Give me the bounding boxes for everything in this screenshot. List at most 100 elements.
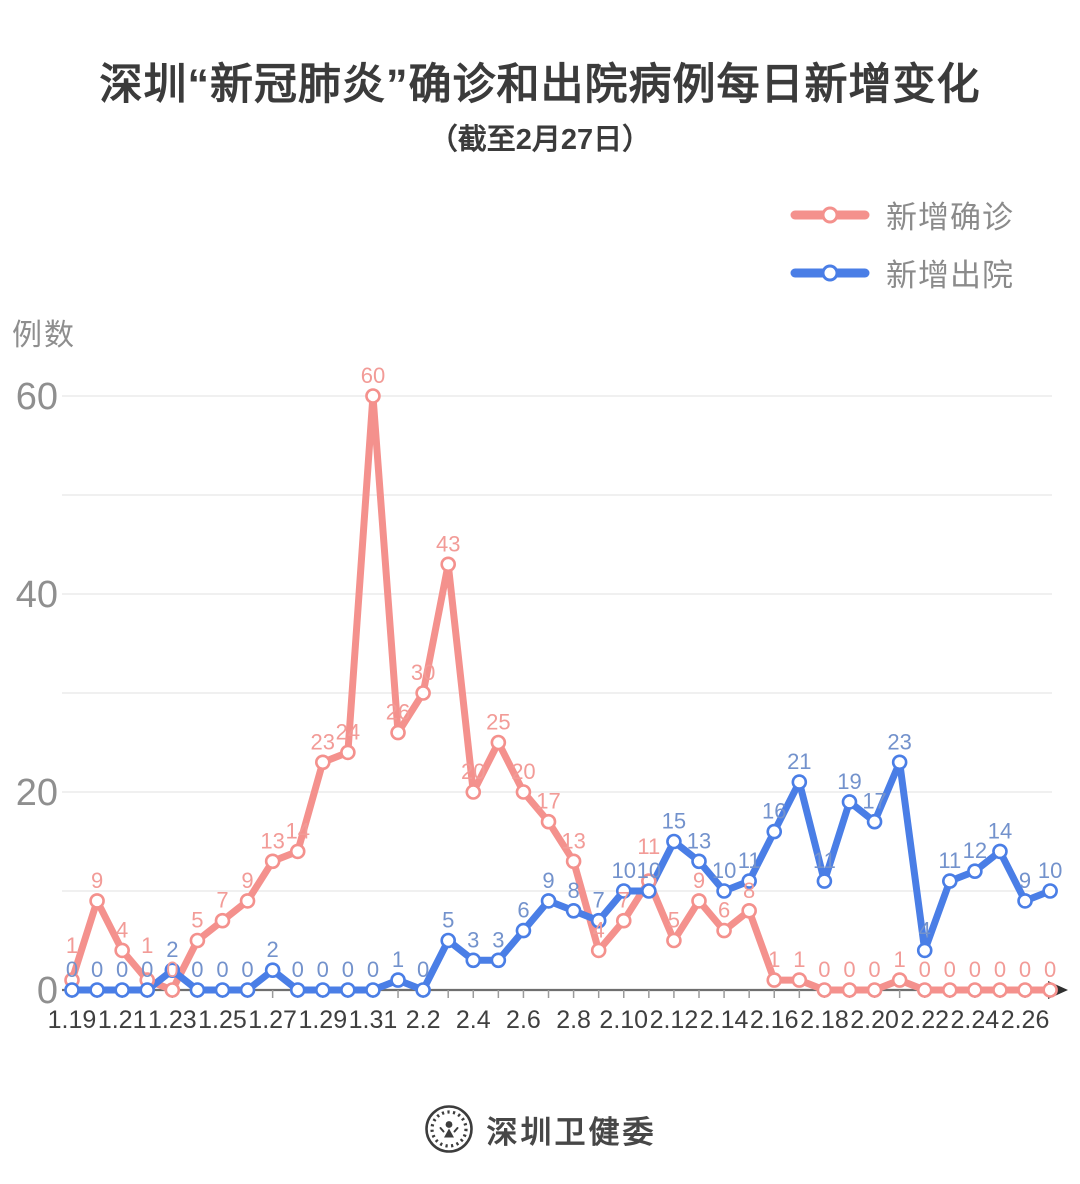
svg-text:1.21: 1.21 bbox=[98, 1006, 147, 1034]
svg-text:0: 0 bbox=[342, 957, 354, 982]
svg-text:0: 0 bbox=[1044, 957, 1056, 982]
svg-text:6: 6 bbox=[718, 898, 730, 923]
svg-text:4: 4 bbox=[116, 917, 128, 942]
svg-text:25: 25 bbox=[486, 710, 510, 735]
svg-text:2.2: 2.2 bbox=[406, 1006, 441, 1034]
svg-text:23: 23 bbox=[311, 729, 335, 754]
svg-text:16: 16 bbox=[762, 799, 786, 824]
svg-text:1: 1 bbox=[768, 947, 780, 972]
svg-text:26: 26 bbox=[386, 700, 410, 725]
svg-text:20: 20 bbox=[511, 759, 535, 784]
svg-text:20: 20 bbox=[461, 759, 485, 784]
svg-text:14: 14 bbox=[285, 818, 309, 843]
svg-text:23: 23 bbox=[887, 729, 911, 754]
svg-text:9: 9 bbox=[91, 868, 103, 893]
svg-text:11: 11 bbox=[938, 848, 961, 873]
svg-text:1.25: 1.25 bbox=[198, 1006, 247, 1034]
svg-text:10: 10 bbox=[1038, 858, 1062, 883]
svg-text:1: 1 bbox=[894, 947, 906, 972]
svg-text:13: 13 bbox=[687, 828, 711, 853]
confirmed-line-swatch-icon bbox=[790, 206, 870, 223]
svg-text:2.16: 2.16 bbox=[750, 1006, 799, 1034]
svg-text:17: 17 bbox=[536, 789, 560, 814]
svg-text:0: 0 bbox=[141, 957, 153, 982]
svg-text:0: 0 bbox=[843, 957, 855, 982]
legend-label-discharged: 新增出院 bbox=[886, 258, 1014, 293]
svg-text:19: 19 bbox=[837, 769, 861, 794]
svg-text:0: 0 bbox=[37, 970, 58, 1012]
svg-text:0: 0 bbox=[944, 957, 956, 982]
discharged-line-swatch-icon bbox=[790, 264, 870, 281]
legend-label-confirmed: 新增确诊 bbox=[886, 200, 1014, 235]
svg-text:13: 13 bbox=[561, 828, 585, 853]
svg-text:8: 8 bbox=[743, 878, 755, 903]
svg-text:24: 24 bbox=[336, 719, 360, 744]
svg-text:0: 0 bbox=[191, 957, 203, 982]
svg-text:9: 9 bbox=[241, 868, 253, 893]
svg-text:3: 3 bbox=[492, 927, 504, 952]
svg-text:8: 8 bbox=[567, 878, 579, 903]
svg-text:0: 0 bbox=[91, 957, 103, 982]
svg-text:11: 11 bbox=[738, 848, 761, 873]
svg-text:9: 9 bbox=[693, 868, 705, 893]
page-subtitle: （截至2月27日） bbox=[428, 124, 652, 156]
svg-text:7: 7 bbox=[593, 888, 605, 913]
svg-text:2.22: 2.22 bbox=[900, 1006, 949, 1034]
svg-text:2.12: 2.12 bbox=[650, 1006, 699, 1034]
svg-text:2.18: 2.18 bbox=[800, 1006, 849, 1034]
series-markers-1 bbox=[64, 754, 1058, 998]
svg-text:1: 1 bbox=[141, 933, 153, 958]
svg-text:0: 0 bbox=[1019, 957, 1031, 982]
svg-text:10: 10 bbox=[637, 858, 661, 883]
svg-text:2.6: 2.6 bbox=[506, 1006, 541, 1034]
svg-text:4: 4 bbox=[593, 917, 605, 942]
svg-text:2.4: 2.4 bbox=[456, 1006, 491, 1034]
svg-text:11: 11 bbox=[637, 834, 660, 859]
brand-name: 深圳卫健委 bbox=[486, 1114, 657, 1150]
svg-text:2.10: 2.10 bbox=[599, 1006, 648, 1034]
svg-text:0: 0 bbox=[868, 957, 880, 982]
svg-text:0: 0 bbox=[994, 957, 1006, 982]
legend-item-confirmed: 新增确诊 bbox=[790, 192, 1014, 237]
svg-text:0: 0 bbox=[292, 957, 304, 982]
svg-text:0: 0 bbox=[116, 957, 128, 982]
svg-text:7: 7 bbox=[216, 888, 228, 913]
svg-text:2: 2 bbox=[267, 937, 279, 962]
svg-text:2.24: 2.24 bbox=[951, 1006, 1000, 1034]
svg-text:0: 0 bbox=[241, 957, 253, 982]
svg-text:17: 17 bbox=[862, 789, 886, 814]
page-title: 深圳“新冠肺炎”确诊和出院病例每日新增变化 bbox=[99, 61, 981, 109]
svg-text:0: 0 bbox=[367, 957, 379, 982]
svg-text:9: 9 bbox=[542, 868, 554, 893]
series-line-1 bbox=[68, 758, 1054, 994]
health-commission-logo-icon bbox=[424, 1105, 473, 1153]
gridlines bbox=[62, 395, 1052, 892]
svg-text:1: 1 bbox=[793, 947, 805, 972]
y-axis-tick-labels: 0 20 40 60 bbox=[16, 376, 58, 1012]
svg-text:11: 11 bbox=[813, 848, 836, 873]
svg-text:2: 2 bbox=[166, 937, 178, 962]
svg-text:2.14: 2.14 bbox=[700, 1006, 749, 1034]
svg-text:0: 0 bbox=[969, 957, 981, 982]
svg-text:0: 0 bbox=[317, 957, 329, 982]
svg-text:10: 10 bbox=[612, 858, 636, 883]
svg-text:1: 1 bbox=[66, 933, 78, 958]
svg-text:1.27: 1.27 bbox=[248, 1006, 297, 1034]
svg-text:1.29: 1.29 bbox=[298, 1006, 347, 1034]
y-axis-title: 例数 bbox=[12, 319, 76, 352]
series-line-0 bbox=[68, 392, 1054, 994]
svg-text:5: 5 bbox=[668, 908, 680, 933]
svg-text:40: 40 bbox=[16, 574, 58, 616]
svg-text:30: 30 bbox=[411, 660, 435, 685]
svg-text:9: 9 bbox=[1019, 868, 1031, 893]
svg-text:0: 0 bbox=[66, 957, 78, 982]
svg-text:60: 60 bbox=[16, 376, 58, 418]
svg-text:1.23: 1.23 bbox=[148, 1006, 197, 1034]
svg-text:14: 14 bbox=[988, 818, 1012, 843]
svg-text:5: 5 bbox=[442, 908, 454, 933]
svg-text:0: 0 bbox=[166, 957, 178, 982]
svg-text:21: 21 bbox=[787, 749, 811, 774]
svg-text:0: 0 bbox=[818, 957, 830, 982]
svg-text:0: 0 bbox=[216, 957, 228, 982]
